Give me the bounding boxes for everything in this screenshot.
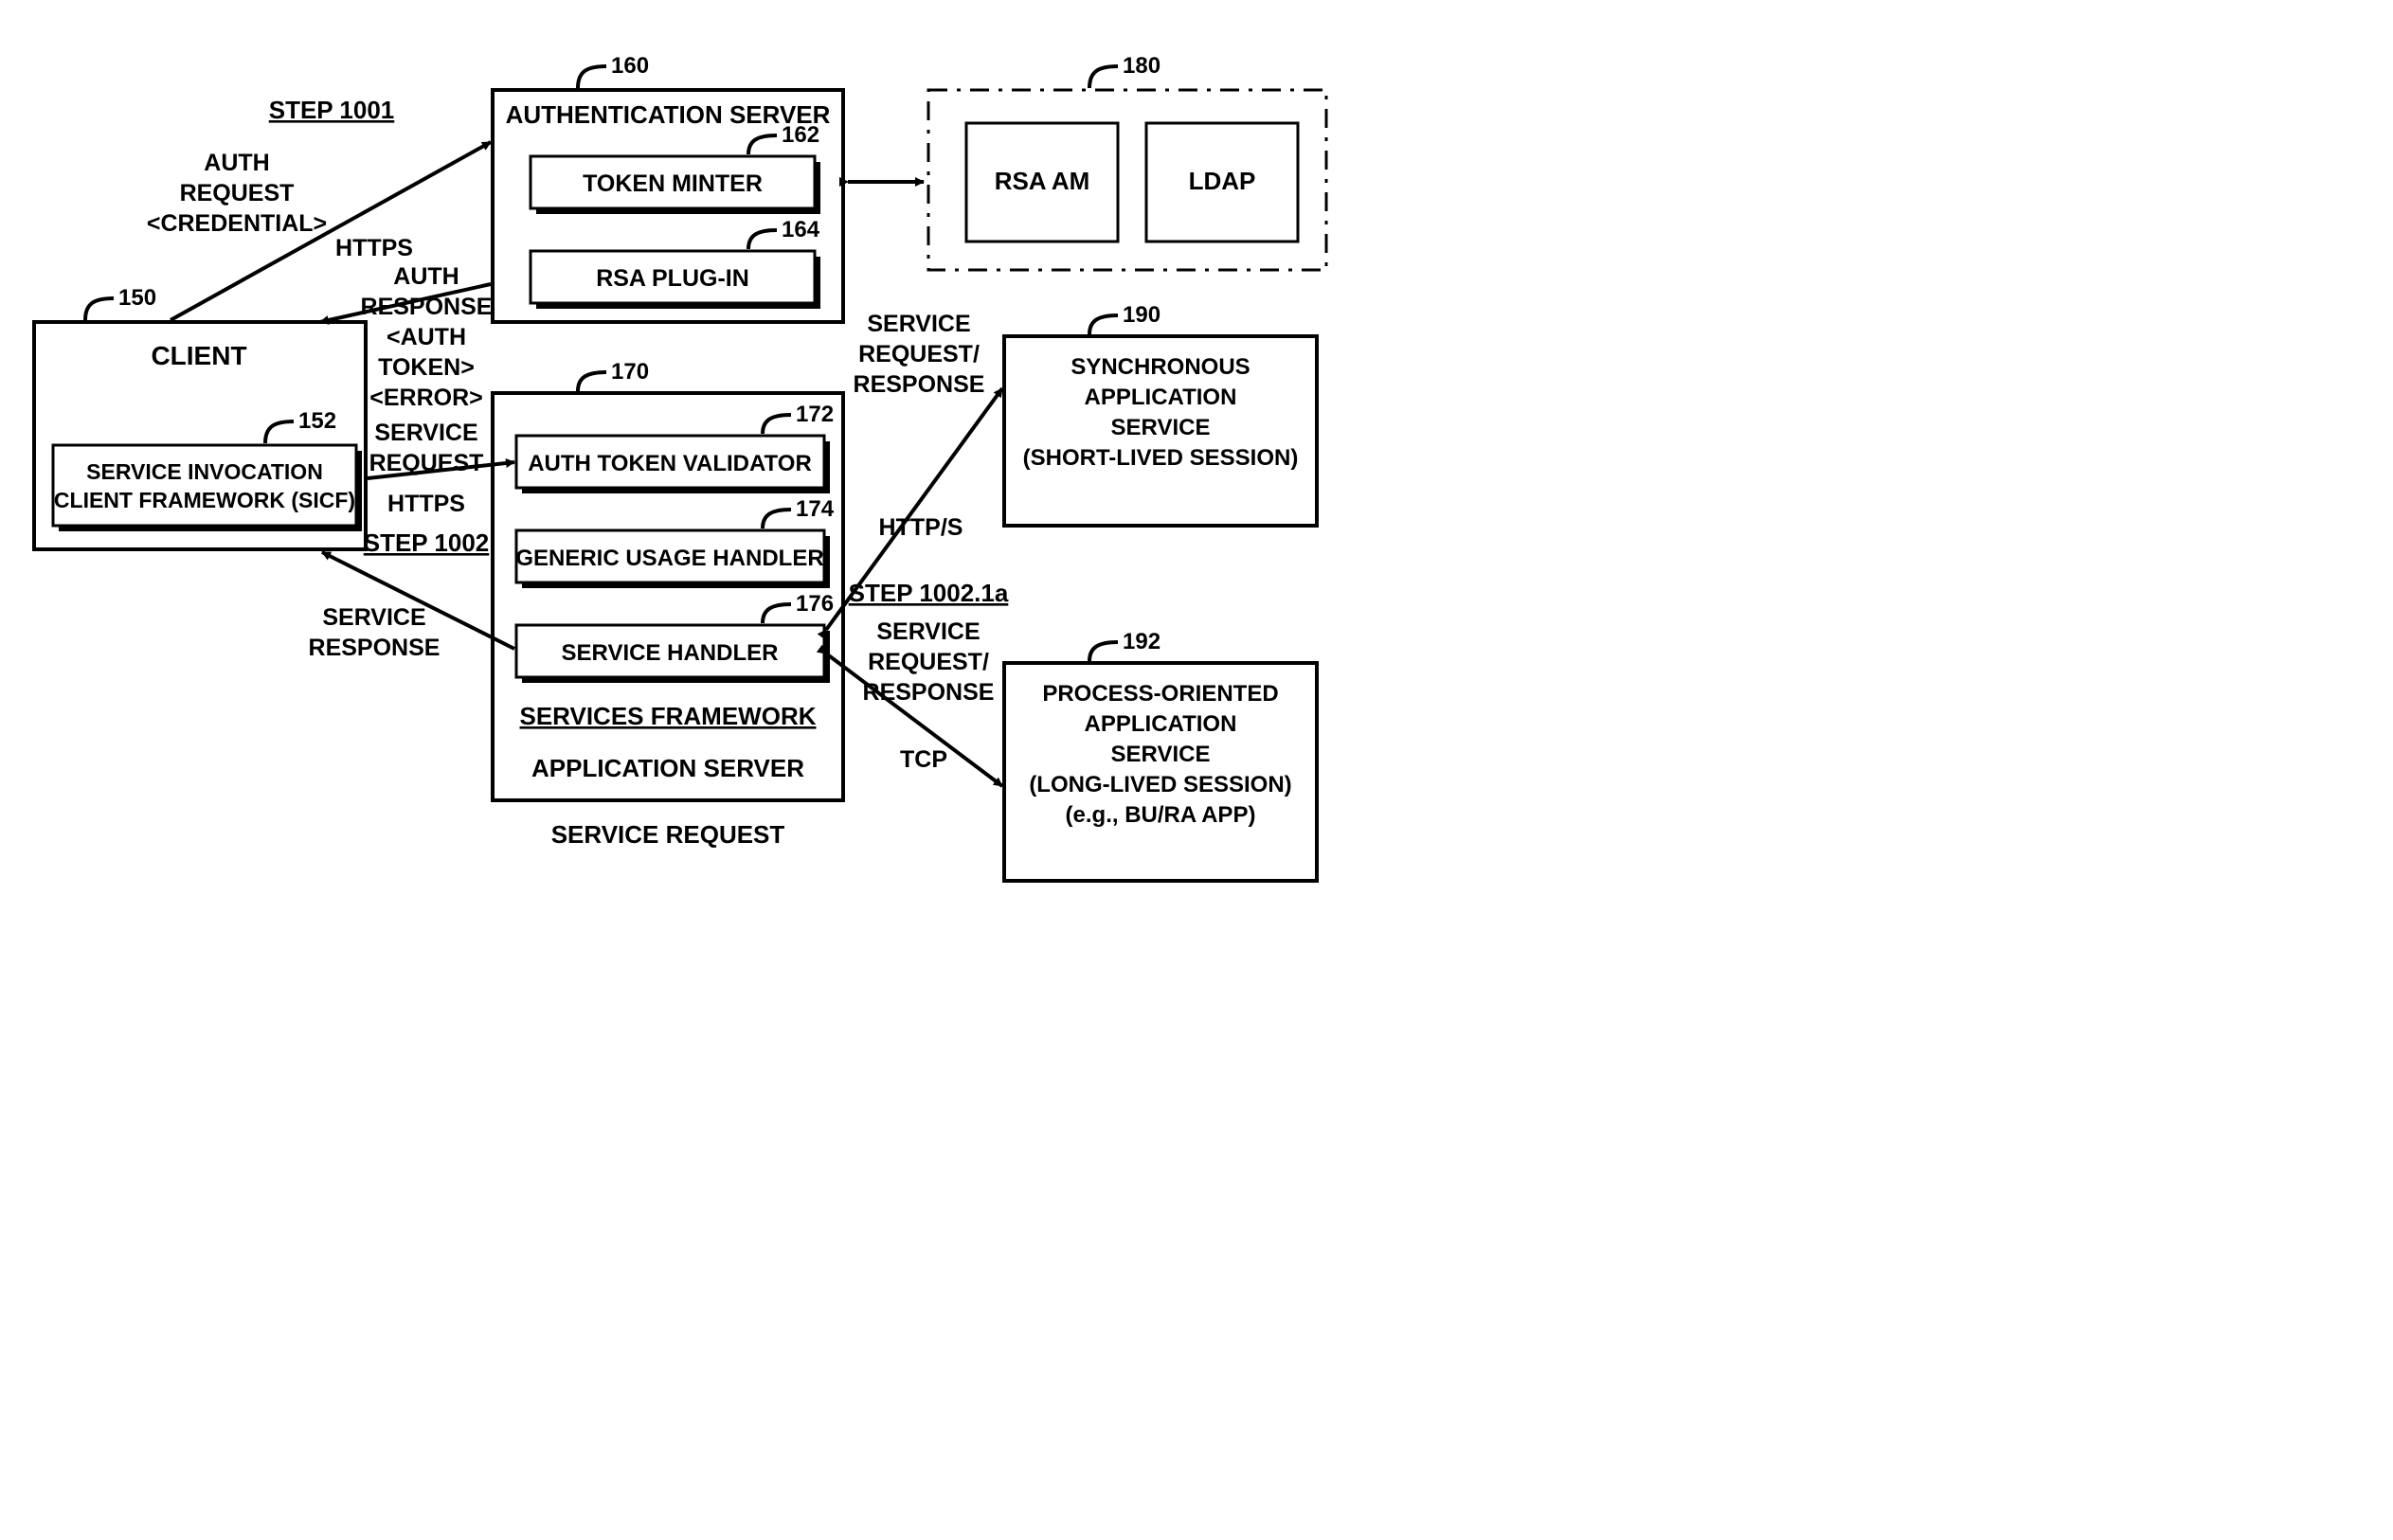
proc-app-ref: 192 [1123,629,1161,654]
external-box: 180 [928,53,1326,270]
step1001-label: STEP 1001 [269,96,395,124]
rsa-plugin-ref: 164 [782,217,820,242]
auth-req-2: REQUEST [180,180,295,206]
svc-resp-2: RESPONSE [309,635,441,661]
sync-app-ref: 190 [1123,302,1161,328]
proc-line3: SERVICE [1111,742,1211,767]
rsa-am-title: RSA AM [995,167,1090,195]
step1002-label: STEP 1002 [364,528,490,557]
https1-label: HTTPS [335,235,413,261]
sync-line3: SERVICE [1111,415,1211,440]
svc-rr-1: SERVICE [867,311,970,337]
usage-handler-title: GENERIC USAGE HANDLER [515,546,823,571]
svc-rr2-1: SERVICE [876,618,980,645]
auth-resp-3: <AUTH [387,324,466,350]
architecture-diagram: CLIENT 150 SERVICE INVOCATION CLIENT FRA… [19,19,1421,938]
https2-label: HTTPS [387,491,465,517]
auth-resp-4: TOKEN> [378,354,475,381]
svc-req-1: SERVICE [374,420,477,446]
proc-line5: (e.g., BU/RA APP) [1066,802,1256,828]
proc-app-box: PROCESS-ORIENTED APPLICATION SERVICE (LO… [1004,629,1317,881]
sicf-ref: 152 [298,408,336,434]
svc-rr2-2: REQUEST/ [868,649,989,675]
validator-ref: 172 [796,402,834,427]
sync-line1: SYNCHRONOUS [1071,354,1250,380]
token-minter-ref: 162 [782,122,819,148]
sync-app-box: SYNCHRONOUS APPLICATION SERVICE (SHORT-L… [1004,302,1317,526]
service-handler-title: SERVICE HANDLER [562,640,779,666]
validator-title: AUTH TOKEN VALIDATOR [528,451,812,476]
services-framework-label: SERVICES FRAMEWORK [520,702,817,730]
sicf-line1: SERVICE INVOCATION [86,459,323,484]
rsa-plugin-title: RSA PLUG-IN [596,265,749,292]
tcp-label: TCP [900,746,947,773]
validator-box: AUTH TOKEN VALIDATOR 172 [516,402,834,493]
external-ref: 180 [1123,53,1161,79]
client-title: CLIENT [151,341,246,370]
svc-req-2: REQUEST [369,450,484,476]
step1002a-label: STEP 1002.1a [849,579,1009,607]
https3-label: HTTP/S [879,514,963,541]
svc-resp-1: SERVICE [322,604,425,631]
sync-line4: (SHORT-LIVED SESSION) [1023,445,1299,471]
proc-line4: (LONG-LIVED SESSION) [1029,772,1291,797]
service-handler-ref: 176 [796,591,834,617]
ldap-box: LDAP [1146,123,1298,242]
sync-line2: APPLICATION [1085,385,1237,410]
usage-handler-box: GENERIC USAGE HANDLER 174 [515,496,834,588]
ldap-title: LDAP [1189,167,1256,195]
token-minter-box: TOKEN MINTER 162 [531,122,820,214]
app-server-ref: 170 [611,359,649,385]
service-request-bottom: SERVICE REQUEST [551,820,785,849]
auth-req-1: AUTH [204,150,269,176]
auth-resp-1: AUTH [393,263,459,290]
usage-handler-ref: 174 [796,496,835,522]
sicf-line2: CLIENT FRAMEWORK (SICF) [54,488,355,512]
service-handler-box: SERVICE HANDLER 176 [516,591,834,683]
proc-line2: APPLICATION [1085,711,1237,737]
svc-rr-2: REQUEST/ [858,341,980,367]
auth-req-3: <CREDENTIAL> [147,210,327,237]
app-server-title: APPLICATION SERVER [531,754,804,782]
svc-rr-3: RESPONSE [854,371,985,398]
sicf-box: SERVICE INVOCATION CLIENT FRAMEWORK (SIC… [53,408,362,531]
rsa-plugin-box: RSA PLUG-IN 164 [531,217,820,309]
auth-resp-2: RESPONSE [361,294,493,320]
token-minter-title: TOKEN MINTER [583,170,763,197]
proc-line1: PROCESS-ORIENTED [1042,681,1278,707]
rsa-am-box: RSA AM [966,123,1118,242]
auth-resp-5: <ERROR> [369,385,482,411]
client-ref: 150 [118,285,156,311]
svc-rr2-3: RESPONSE [863,679,995,706]
auth-server-ref: 160 [611,53,649,79]
